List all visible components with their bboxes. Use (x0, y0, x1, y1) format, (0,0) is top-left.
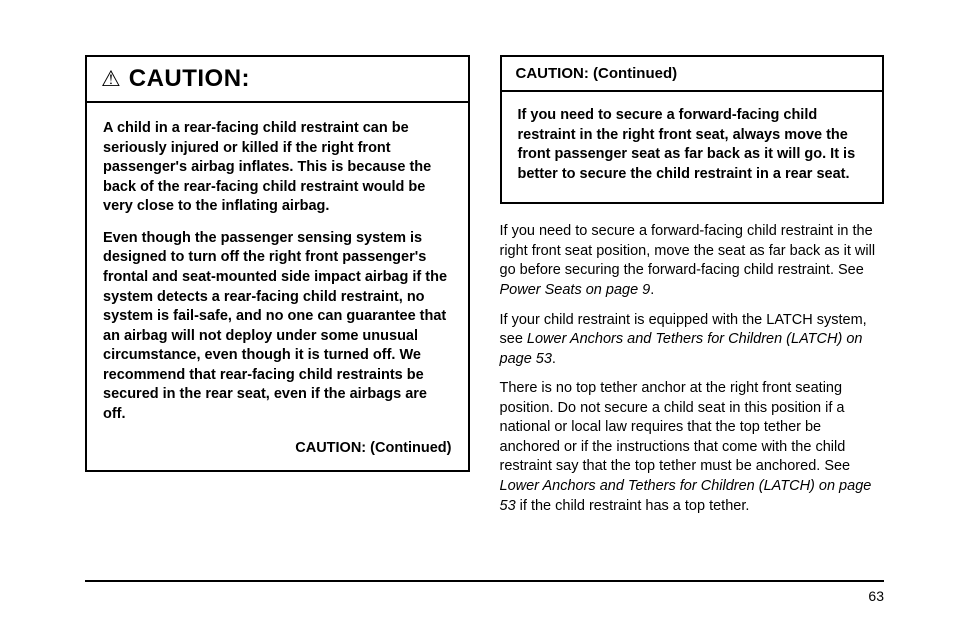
body-p3-text-b: if the child restraint has a top tether. (516, 498, 750, 514)
caution-box: ⚠ CAUTION: A child in a rear-facing chil… (85, 55, 470, 472)
body-paragraph-3: There is no top tether anchor at the rig… (500, 379, 885, 516)
page-number: 63 (868, 588, 884, 604)
body-p3-text-a: There is no top tether anchor at the rig… (500, 380, 851, 474)
caution-paragraph-1: A child in a rear-facing child restraint… (103, 119, 452, 217)
power-seats-ref: Power Seats on page 9 (500, 282, 651, 298)
caution-header: ⚠ CAUTION: (87, 57, 468, 103)
body-text: If you need to secure a forward-facing c… (500, 222, 885, 516)
body-p1-text-b: . (650, 282, 654, 298)
caution-title: CAUTION: (129, 65, 250, 93)
caution-paragraph-2: Even though the passenger sensing system… (103, 229, 452, 425)
caution-continued-header: CAUTION: (Continued) (502, 57, 883, 92)
body-p1-text-a: If you need to secure a forward-facing c… (500, 223, 876, 278)
page-columns: ⚠ CAUTION: A child in a rear-facing chil… (85, 55, 884, 516)
caution-body: A child in a rear-facing child restraint… (87, 103, 468, 436)
left-column: ⚠ CAUTION: A child in a rear-facing chil… (85, 55, 470, 516)
body-p2-text-b: . (552, 351, 556, 367)
page-footer: 63 (85, 580, 884, 604)
warning-icon: ⚠ (101, 68, 121, 90)
right-column: CAUTION: (Continued) If you need to secu… (500, 55, 885, 516)
caution-continued-box: CAUTION: (Continued) If you need to secu… (500, 55, 885, 204)
caution-continued-body: If you need to secure a forward-facing c… (502, 92, 883, 202)
body-paragraph-1: If you need to secure a forward-facing c… (500, 222, 885, 300)
body-paragraph-2: If your child restraint is equipped with… (500, 311, 885, 370)
caution-continued-footer: CAUTION: (Continued) (87, 436, 468, 470)
